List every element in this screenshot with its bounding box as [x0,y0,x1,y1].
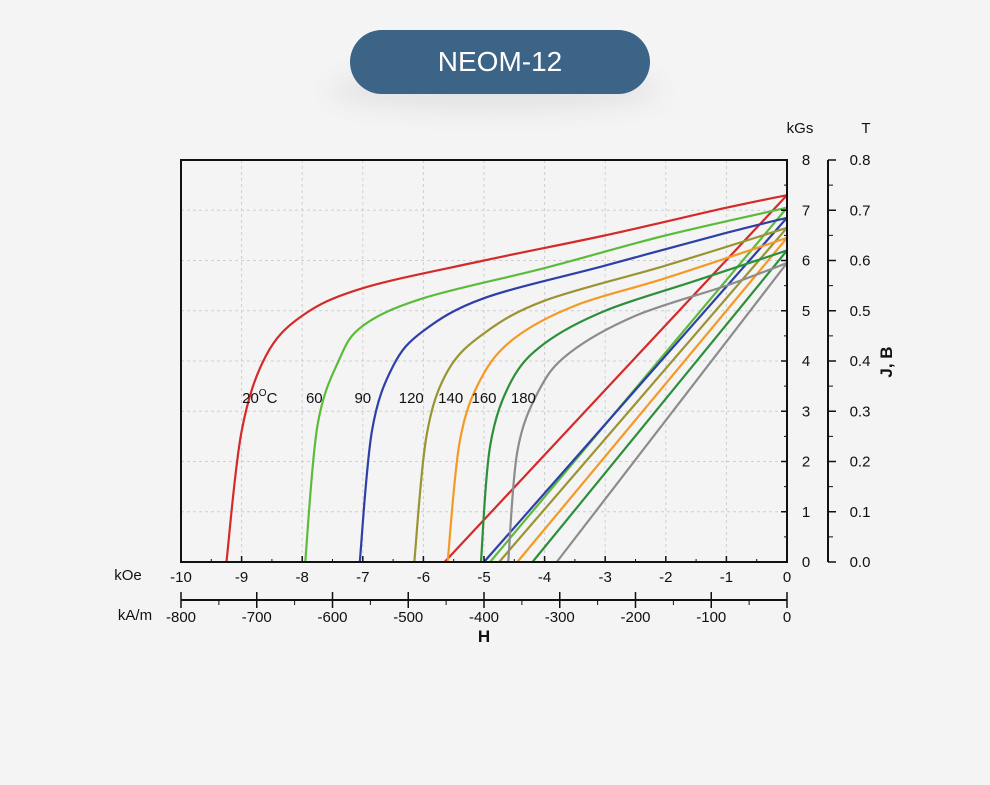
y2-tick-label: 0.0 [850,554,871,571]
y-tick-label: 7 [802,202,810,219]
y2-tick-label: 0.5 [850,303,871,320]
series-label-90: 90 [354,390,371,407]
y2-unit-label: T [861,120,870,137]
x2-tick-label: 0 [783,609,791,626]
y-tick-label: 0 [802,554,810,571]
x-tick-label: -3 [599,569,612,586]
x2-unit-label: kA/m [118,607,152,624]
J-curve-160 [479,249,788,563]
chart-title-badge: NEOM-12 [350,30,650,94]
y-tick-label: 1 [802,504,810,521]
curves [225,194,788,563]
B-line-90 [483,217,788,563]
y-tick-label: 4 [802,353,810,370]
chart-title: NEOM-12 [437,46,563,77]
series-label-60: 60 [306,390,323,407]
x2-tick-label: -700 [242,609,272,626]
x2-tick-label: -300 [545,609,575,626]
B-line-140 [516,237,788,563]
y2-tick-label: 0.2 [850,454,871,471]
y-tick-label: 8 [802,152,810,169]
x-tick-label: -7 [356,569,369,586]
x-tick-label: -1 [720,569,733,586]
x-tick-label: -6 [417,569,430,586]
y2-tick-label: 0.8 [850,152,871,169]
grid [181,160,787,562]
y-unit-label: kGs [787,120,814,137]
x2-tick-label: -400 [469,609,499,626]
J-curve-20°C [225,194,788,563]
series-label-180: 180 [511,390,536,407]
y2-tick-label: 0.7 [850,202,871,219]
x-tick-label: -5 [477,569,490,586]
B-line-20°C [443,194,788,563]
y-tick-label: 6 [802,253,810,270]
x-tick-label: -9 [235,569,248,586]
J-curve-90 [358,216,788,563]
y-tick-label: 2 [802,454,810,471]
B-line-160 [531,249,788,563]
series-label-20°C: 20OC [242,388,277,407]
x-tick-label: -8 [296,569,309,586]
x2-tick-label: -600 [317,609,347,626]
y2-tick-label: 0.1 [850,504,871,521]
series-label-120: 120 [399,390,424,407]
B-line-120 [498,227,788,563]
x2-tick-label: -800 [166,609,196,626]
J-curve-140 [446,236,788,563]
x-tick-label: -4 [538,569,551,586]
series-label-160: 160 [471,390,496,407]
series-labels: 20OC 60 90 120 140 160 180 [242,388,536,407]
y2-tick-label: 0.4 [850,353,871,370]
J-curve-60 [304,206,788,563]
x-tick-label: -10 [170,569,192,586]
x2-tick-label: -100 [696,609,726,626]
B-line-180 [555,262,788,563]
y2-tick-label: 0.6 [850,253,871,270]
x-unit-label: kOe [114,567,142,584]
x-axis-title: H [478,627,490,646]
x-tick-label: -2 [659,569,672,586]
x2-tick-label: -500 [393,609,423,626]
y-tick-label: 3 [802,403,810,420]
series-label-140: 140 [438,390,463,407]
y-axis-title: J, B [877,346,896,377]
x2-tick-label: -200 [620,609,650,626]
J-curve-120 [413,226,788,563]
J-curve-180 [507,261,788,563]
x-tick-label: 0 [783,569,791,586]
y-tick-label: 5 [802,303,810,320]
y2-tick-label: 0.3 [850,403,871,420]
